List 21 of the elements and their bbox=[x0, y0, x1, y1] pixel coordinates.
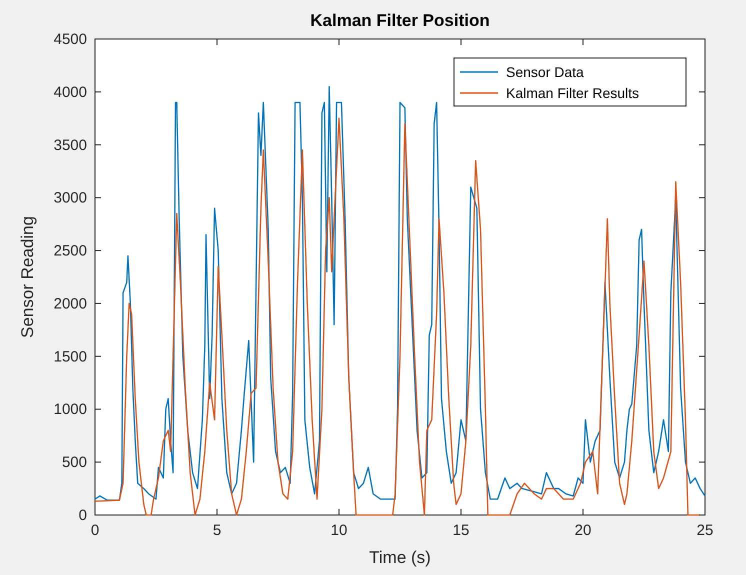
x-tick-label: 0 bbox=[90, 522, 100, 539]
y-tick-label: 1500 bbox=[54, 348, 87, 366]
x-tick-label: 25 bbox=[696, 522, 714, 539]
x-tick-label: 10 bbox=[330, 522, 348, 539]
y-axis-title: Sensor Reading bbox=[18, 216, 37, 338]
y-tick-label: 2000 bbox=[54, 295, 87, 312]
y-tick-label: 4500 bbox=[54, 31, 87, 48]
y-tick-label: 1000 bbox=[54, 401, 87, 418]
x-tick-label: 5 bbox=[212, 522, 222, 539]
x-tick-label: 20 bbox=[574, 522, 592, 539]
y-tick-label: 4000 bbox=[54, 84, 87, 101]
y-tick-label: 2500 bbox=[54, 242, 87, 260]
chart-title: Kalman Filter Position bbox=[310, 11, 490, 30]
y-tick-label: 3000 bbox=[54, 190, 87, 207]
y-tick-label: 500 bbox=[62, 454, 87, 472]
x-axis-title: Time (s) bbox=[369, 548, 431, 567]
x-tick-label: 15 bbox=[452, 522, 470, 539]
legend-label: Sensor Data bbox=[506, 64, 584, 80]
legend-label: Kalman Filter Results bbox=[506, 85, 640, 101]
y-tick-label: 3500 bbox=[54, 136, 87, 154]
y-tick-label: 0 bbox=[78, 507, 87, 524]
